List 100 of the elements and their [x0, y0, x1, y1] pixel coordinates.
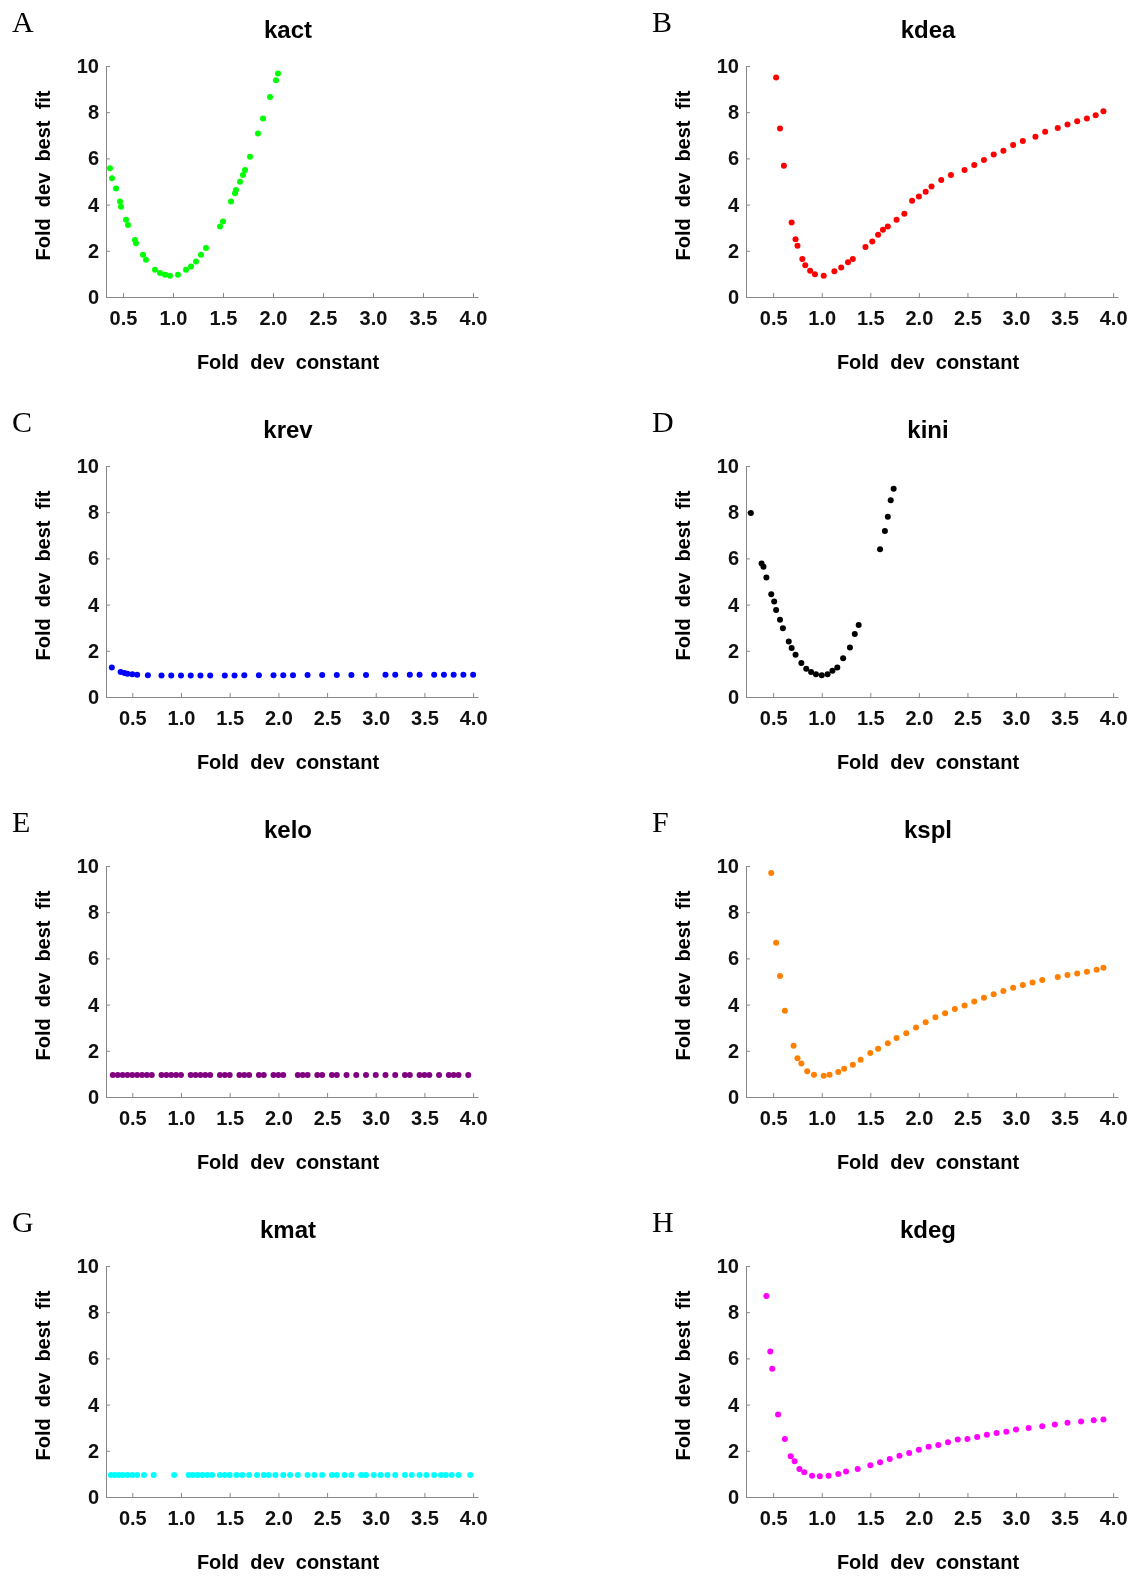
point	[884, 223, 891, 230]
point	[909, 197, 916, 204]
x-tick-label: 1.0	[159, 307, 188, 329]
y-tick-label: 0	[87, 1085, 99, 1108]
y-tick-label: 4	[87, 193, 100, 216]
x-tick-label: 0.5	[118, 707, 147, 729]
point	[773, 606, 780, 613]
x-tick-label: 4.0	[459, 1507, 488, 1529]
text: A	[12, 5, 34, 38]
x-tick-label: 2.5	[309, 307, 338, 329]
point	[273, 77, 279, 84]
point	[791, 1458, 798, 1465]
point	[849, 256, 856, 263]
x-tick-label: 1.5	[856, 707, 885, 729]
x-tick-label: 2.0	[259, 307, 288, 329]
point	[267, 93, 273, 100]
point	[152, 266, 158, 273]
point	[877, 1459, 884, 1466]
point	[812, 671, 819, 678]
point	[802, 262, 809, 269]
x-axis-title: Fold dev constant	[196, 1151, 380, 1173]
point	[241, 672, 248, 679]
point	[767, 1348, 774, 1355]
point	[816, 1473, 823, 1480]
y-axis-title: Fold dev best fit	[32, 490, 54, 661]
point	[925, 1443, 932, 1450]
point	[175, 271, 181, 278]
point	[773, 939, 780, 946]
x-tick-label: 0.5	[759, 707, 788, 729]
point	[775, 1411, 782, 1418]
x-tick-label: 1.0	[808, 707, 837, 729]
text: F	[652, 805, 669, 838]
y-tick-label: 2	[727, 639, 739, 662]
y-tick-label: 8	[87, 501, 99, 524]
point	[961, 166, 968, 173]
point	[818, 672, 825, 679]
point	[1064, 1419, 1071, 1426]
x-tick-label: 2.0	[905, 1107, 934, 1129]
point	[183, 266, 189, 273]
point	[867, 1050, 874, 1057]
point	[938, 177, 945, 184]
point	[1019, 981, 1026, 988]
point	[790, 1042, 797, 1049]
point	[1100, 1416, 1107, 1423]
x-tick-label: 2.0	[905, 307, 934, 329]
x-tick-label: 3.5	[411, 1107, 439, 1129]
y-tick-label: 6	[87, 147, 99, 170]
point	[896, 1452, 903, 1459]
point	[835, 1069, 842, 1076]
point	[1019, 138, 1026, 145]
y-tick-label: 4	[727, 193, 740, 216]
point	[980, 994, 987, 1001]
y-axis-title: Fold dev best fit	[672, 890, 694, 1061]
y-tick-label: 6	[87, 947, 99, 970]
point	[197, 672, 204, 679]
point	[763, 574, 770, 581]
x-tick-label: 2.5	[313, 1507, 342, 1529]
point	[807, 267, 814, 274]
point	[915, 193, 922, 200]
point	[1000, 147, 1007, 154]
point	[942, 1010, 949, 1017]
text: E	[12, 805, 31, 838]
point	[803, 665, 810, 672]
point	[796, 1466, 803, 1473]
y-tick-label: 10	[716, 454, 739, 477]
x-tick-label: 2.5	[954, 707, 982, 729]
point	[846, 644, 853, 651]
point	[799, 256, 806, 263]
x-tick-label: 0.5	[118, 1107, 147, 1129]
point	[971, 998, 978, 1005]
x-tick-label: 2.0	[264, 1107, 293, 1129]
point	[922, 188, 929, 195]
point	[1039, 977, 1046, 984]
x-tick-label: 3.0	[362, 1507, 391, 1529]
point	[416, 671, 423, 678]
point	[798, 660, 805, 667]
x-tick-label: 3.0	[359, 307, 388, 329]
point	[777, 125, 783, 132]
point	[884, 513, 891, 520]
y-tick-label: 0	[727, 685, 739, 708]
point	[932, 1014, 939, 1021]
x-tick-label: 1.0	[808, 1107, 837, 1129]
point	[333, 672, 340, 679]
x-tick-label: 3.0	[362, 1107, 391, 1129]
y-tick-label: 10	[76, 454, 99, 477]
point	[787, 1453, 794, 1460]
point	[788, 645, 795, 652]
point	[912, 1024, 919, 1031]
x-tick-label: 1.0	[167, 707, 196, 729]
y-tick-label: 8	[727, 1301, 739, 1324]
point	[829, 667, 836, 674]
x-tick-label: 0.5	[759, 307, 788, 329]
point	[162, 271, 168, 278]
y-tick-label: 4	[727, 593, 740, 616]
point	[792, 651, 799, 658]
point	[838, 264, 845, 271]
y-tick-label: 10	[76, 1254, 99, 1277]
y-axis-title: Fold dev best fit	[672, 490, 694, 661]
x-tick-label: 2.5	[313, 1107, 342, 1129]
point	[280, 672, 287, 679]
